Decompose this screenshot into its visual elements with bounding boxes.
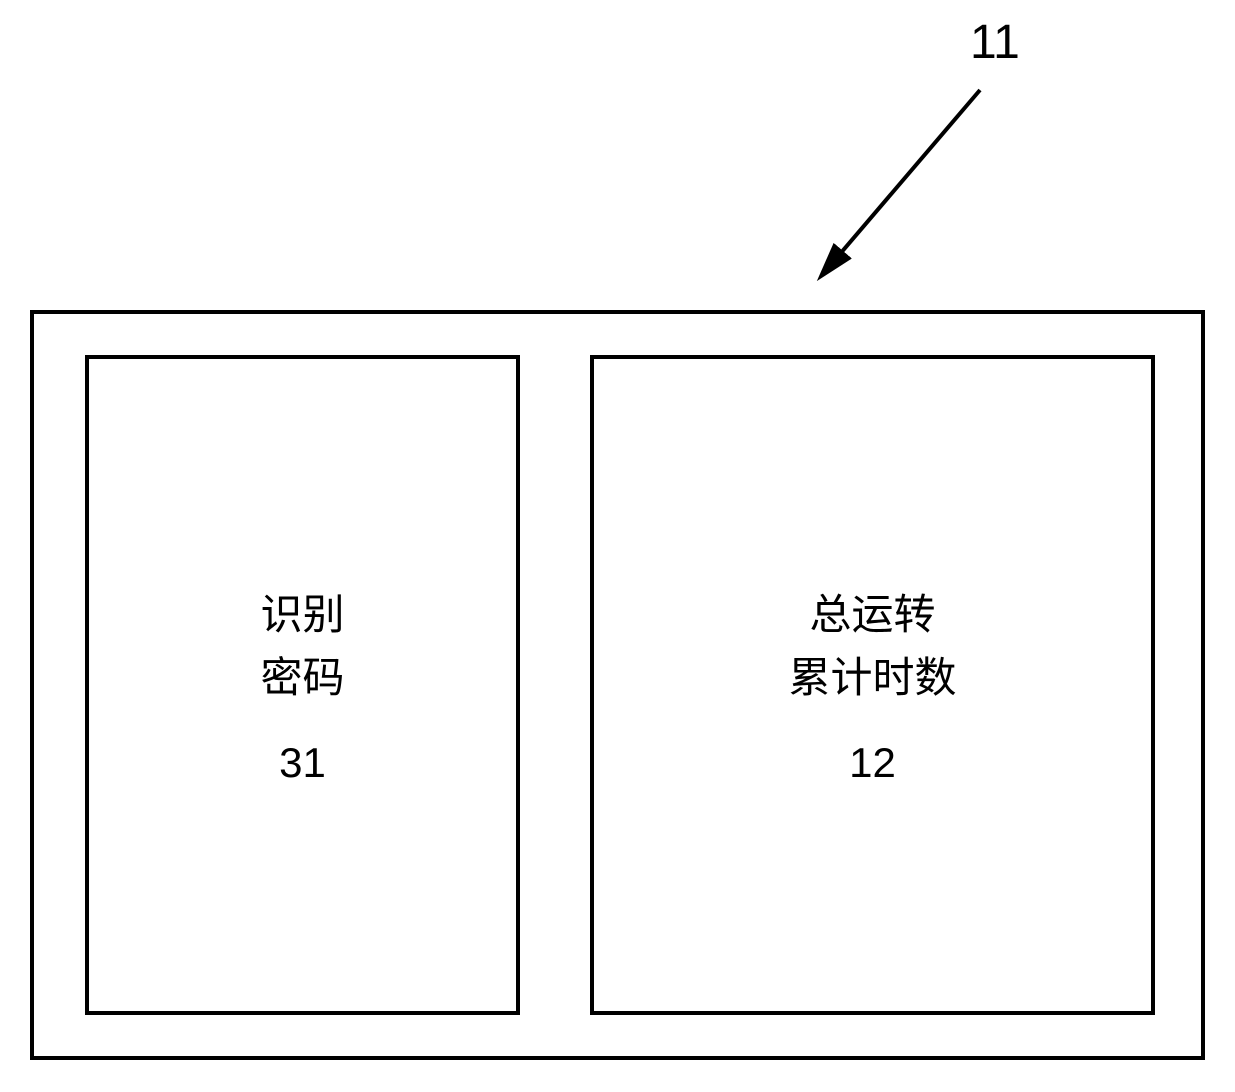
right-box-text-line1: 总运转 (809, 583, 935, 646)
left-inner-box: 识别 密码 31 (85, 355, 520, 1015)
right-inner-box: 总运转 累计时数 12 (590, 355, 1155, 1015)
left-box-number: 31 (279, 739, 326, 787)
reference-number-label: 11 (970, 15, 1020, 70)
left-box-text-line1: 识别 (260, 583, 344, 646)
right-box-number: 12 (849, 739, 896, 787)
right-box-text-line2: 累计时数 (788, 646, 956, 709)
left-box-text-line2: 密码 (260, 646, 344, 709)
